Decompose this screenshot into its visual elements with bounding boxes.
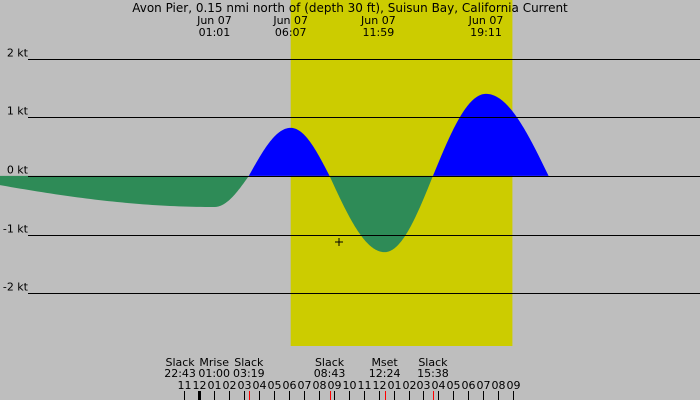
top-time-0: 01:01 — [199, 26, 231, 39]
top-time-2: 11:59 — [363, 26, 395, 39]
hour-label-12: 11 — [358, 379, 372, 392]
event-time-0: 22:43 — [164, 367, 196, 380]
top-date-3: Jun 07 — [468, 14, 504, 27]
hour-label-22: 09 — [507, 379, 521, 392]
knot-gridlines — [28, 59, 700, 294]
hour-label-21: 08 — [492, 379, 506, 392]
hour-label-4: 03 — [238, 379, 252, 392]
flood-area-1 — [248, 127, 330, 176]
hour-label-14: 01 — [388, 379, 402, 392]
event-name-2: Slack — [234, 356, 264, 369]
event-name-5: Slack — [418, 356, 448, 369]
event-labels: Slack22:43Mrise01:00Slack03:19Slack08:43… — [164, 356, 449, 400]
hour-label-13: 12 — [373, 379, 387, 392]
hour-label-5: 04 — [253, 379, 267, 392]
flood-area-3 — [432, 93, 549, 176]
hour-label-9: 08 — [313, 379, 327, 392]
y-tick-label-1: 1 kt — [7, 105, 29, 118]
hour-label-0: 11 — [178, 379, 192, 392]
y-axis-labels: 2 kt 1 kt 0 kt -1 kt -2 kt — [3, 47, 29, 294]
hour-label-7: 06 — [283, 379, 297, 392]
top-date-0: Jun 07 — [196, 14, 232, 27]
hour-label-6: 05 — [268, 379, 282, 392]
hour-label-1: 12 — [193, 379, 207, 392]
crosshair-icon — [335, 238, 343, 246]
y-tick-label-0: 2 kt — [7, 47, 29, 60]
hour-axis: 11 12 01 02 03 04 05 06 07 08 09 10 11 12 01 02 03 04 05 06… — [178, 379, 521, 400]
hour-label-18: 05 — [447, 379, 461, 392]
event-time-2: 03:19 — [233, 367, 265, 380]
hour-label-10: 09 — [328, 379, 342, 392]
event-name-3: Slack — [315, 356, 345, 369]
event-name-4: Mset — [371, 356, 398, 369]
top-date-1: Jun 07 — [272, 14, 308, 27]
hour-label-16: 03 — [417, 379, 431, 392]
hour-label-15: 02 — [403, 379, 417, 392]
ebb-area-2 — [329, 175, 433, 253]
top-date-2: Jun 07 — [360, 14, 396, 27]
chart-title: Avon Pier, 0.15 nmi north of (depth 30 f… — [132, 1, 568, 15]
event-time-1: 01:00 — [198, 367, 230, 380]
event-name-0: Slack — [165, 356, 195, 369]
y-tick-label-2: 0 kt — [7, 164, 29, 177]
event-time-4: 12:24 — [369, 367, 401, 380]
event-time-5: 15:38 — [417, 367, 449, 380]
hour-label-2: 01 — [208, 379, 222, 392]
event-name-1: Mrise — [199, 356, 229, 369]
hour-label-3: 02 — [223, 379, 237, 392]
hour-label-8: 07 — [298, 379, 312, 392]
hour-label-19: 06 — [462, 379, 476, 392]
current-curve — [0, 93, 549, 253]
ebb-area-0 — [0, 175, 249, 208]
top-time-3: 19:11 — [470, 26, 502, 39]
hour-label-20: 07 — [477, 379, 491, 392]
y-tick-label-3: -1 kt — [3, 223, 29, 236]
hour-label-17: 04 — [432, 379, 446, 392]
event-time-3: 08:43 — [314, 367, 346, 380]
y-tick-label-4: -2 kt — [3, 281, 29, 294]
top-time-1: 06:07 — [275, 26, 307, 39]
hour-label-11: 10 — [343, 379, 357, 392]
